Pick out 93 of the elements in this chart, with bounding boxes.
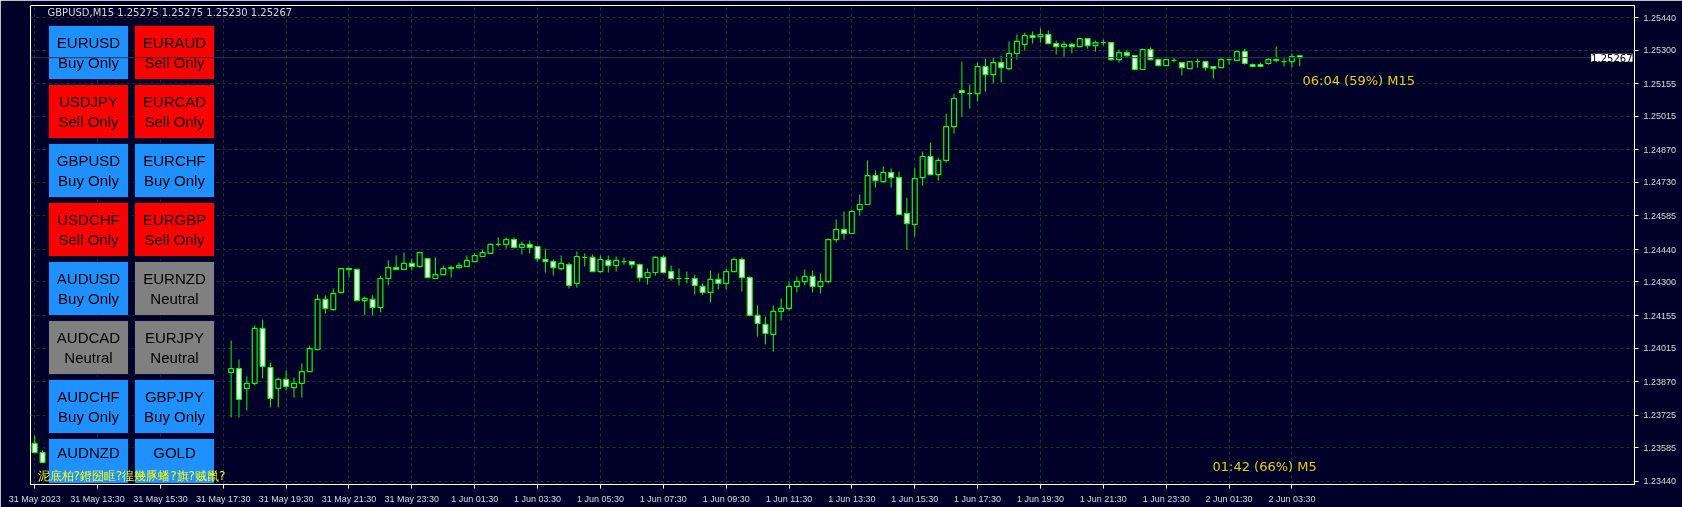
candlestick [1006, 40, 1013, 71]
y-tick-label: 1.24585 [1643, 210, 1677, 221]
x-tick-label: 1 Jun 05:30 [576, 493, 624, 504]
category-label: EURCAD Sell Only [142, 93, 207, 130]
candlestick [754, 304, 761, 338]
candlestick [958, 61, 965, 118]
candlestick [793, 275, 800, 293]
category-label: GOLD [153, 444, 196, 461]
category-label: EURJPY Neutral [144, 329, 205, 366]
x-tick-label: 1 Jun 07:30 [639, 493, 687, 504]
category-label: USDJPY Sell Only [58, 93, 120, 130]
x-tick-label: 1 Jun 09:30 [702, 493, 750, 504]
x-tick-label: 1 Jun 15:30 [891, 493, 939, 504]
candlestick [778, 297, 785, 321]
candlestick [345, 267, 353, 279]
category-label: USDCHF Sell Only [57, 211, 120, 248]
candlestick [290, 377, 298, 399]
category-label: AUDCAD Neutral [56, 329, 121, 366]
candlestick [856, 194, 863, 216]
y-tick-label: 1.24155 [1643, 310, 1677, 321]
candlestick [503, 236, 510, 250]
candlestick [448, 265, 455, 279]
x-tick-label: 31 May 23:30 [384, 493, 440, 504]
y-tick-label: 1.25155 [1643, 78, 1677, 89]
x-tick-label: 1 Jun 21:30 [1079, 493, 1127, 504]
candlestick [408, 258, 415, 271]
annotation: 01:42 (66%) M5 [1212, 459, 1317, 474]
x-tick-label: 31 May 13:30 [70, 493, 125, 504]
candlestick [393, 255, 400, 271]
category-label: EURAUD Sell Only [142, 34, 207, 71]
candlestick [628, 260, 635, 270]
category-label: GBPJPY Buy Only [144, 388, 206, 425]
x-tick-label: 1 Jun 19:30 [1016, 493, 1064, 504]
x-tick-label: 31 May 17:30 [196, 493, 251, 504]
y-tick-label: 1.23725 [1643, 410, 1677, 421]
category-label: EURCHF Buy Only [143, 152, 206, 189]
x-tick-label: 31 May 19:30 [258, 493, 314, 504]
candlestick [298, 362, 305, 399]
candlestick [400, 252, 408, 271]
y-tick-label: 1.25440 [1643, 12, 1677, 23]
y-tick-label: 1.24870 [1643, 144, 1677, 155]
ref-line-label: 1.25267 [1591, 52, 1633, 64]
y-tick-label: 1.24300 [1643, 277, 1677, 287]
candlestick [723, 268, 730, 290]
y-tick-label: 1.24440 [1643, 244, 1677, 255]
candlestick [455, 262, 463, 270]
x-tick-label: 1 Jun 01:30 [451, 493, 499, 504]
x-tick-label: 1 Jun 03:30 [514, 493, 562, 504]
candlestick [385, 259, 392, 286]
category-label: EURNZD Neutral [143, 270, 206, 307]
candlestick [785, 281, 793, 312]
candlestick [738, 256, 745, 293]
candlestick [691, 274, 698, 296]
chart-title: GBPUSD,M15 1.25275 1.25275 1.25230 1.25267 [47, 7, 293, 18]
x-tick-label: 2 Jun 01:30 [1205, 493, 1253, 504]
y-tick-label: 1.23440 [1643, 476, 1677, 487]
candlestick [518, 240, 525, 255]
candlestick [565, 262, 573, 289]
y-tick-label: 1.23870 [1643, 376, 1677, 387]
candlestick [1061, 40, 1068, 58]
candlestick [338, 267, 345, 295]
candlestick [1013, 34, 1020, 61]
y-tick-label: 1.24015 [1643, 343, 1677, 354]
category-label: AUDUSD Buy Only [56, 270, 121, 307]
candlestick [1178, 61, 1185, 77]
candlestick [888, 168, 895, 189]
category-label: AUDCHF Buy Only [57, 388, 120, 425]
candlestick [283, 369, 290, 392]
y-tick-label: 1.24730 [1643, 177, 1677, 188]
candlestick [848, 209, 855, 235]
x-tick-label: 1 Jun 23:30 [1142, 493, 1190, 504]
x-tick-label: 31 May 15:30 [133, 493, 188, 504]
x-tick-label: 1 Jun 13:30 [828, 493, 876, 504]
x-tick-label: 2 Jun 03:30 [1268, 493, 1316, 504]
category-label: EURGBP Sell Only [142, 211, 207, 248]
candlestick [228, 339, 235, 418]
candlestick [903, 197, 910, 251]
candlestick [840, 210, 848, 241]
x-tick-label: 1 Jun 11:30 [765, 493, 813, 504]
candlestick [1068, 42, 1075, 55]
annotation: 06:04 (59%) M15 [1302, 73, 1416, 88]
y-tick-label: 1.23585 [1643, 442, 1677, 453]
candlestick [998, 55, 1005, 84]
candlestick [833, 219, 840, 244]
x-tick-label: 1 Jun 17:30 [954, 493, 1002, 504]
y-tick-label: 1.25015 [1643, 111, 1677, 122]
category-label: EURUSD Buy Only [56, 34, 121, 71]
category-label: GBPUSD Buy Only [56, 152, 121, 189]
x-tick-label: 31 May 2023 [8, 493, 61, 504]
x-tick-label: 31 May 21:30 [321, 493, 377, 504]
y-tick-label: 1.25300 [1643, 45, 1677, 56]
category-label: AUDNZD [57, 444, 120, 461]
candlestick [243, 375, 250, 411]
